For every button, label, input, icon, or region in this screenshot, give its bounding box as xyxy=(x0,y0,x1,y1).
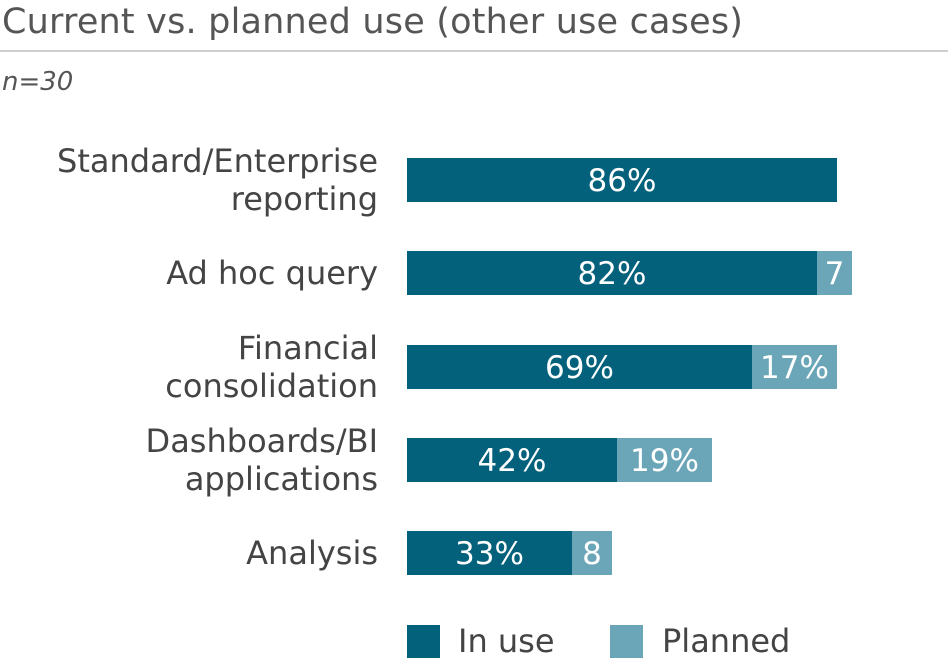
chart-title: Current vs. planned use (other use cases… xyxy=(2,2,744,42)
category-label-analysis: Analysis xyxy=(246,534,378,572)
category-label-line: Financial xyxy=(238,329,378,367)
category-label-dashboards-bi-applications: Dashboards/BI applications xyxy=(146,422,378,498)
legend: In use Planned xyxy=(407,622,790,660)
category-label-line: Analysis xyxy=(246,534,378,572)
bar-in-use-analysis xyxy=(407,531,572,575)
bar-planned-analysis xyxy=(572,531,612,575)
category-label-line: Dashboards/BI xyxy=(146,422,378,460)
bar-planned-financial-consolidation xyxy=(752,345,837,389)
category-label-line: consolidation xyxy=(165,367,378,405)
bar-label-in-use-analysis: 33% xyxy=(455,536,524,572)
bar-in-use-financial-consolidation xyxy=(407,345,752,389)
bar-planned-ad-hoc-query xyxy=(817,251,852,295)
category-label-standard-enterprise-reporting: Standard/Enterprise reporting xyxy=(57,142,378,218)
category-label-ad-hoc-query: Ad hoc query xyxy=(166,254,378,292)
category-label-line: Ad hoc query xyxy=(166,254,378,292)
legend-label-in-use: In use xyxy=(458,622,555,660)
bar-in-use-standard-enterprise-reporting xyxy=(407,158,837,202)
legend-label-planned: Planned xyxy=(662,622,790,660)
title-divider xyxy=(0,50,948,52)
category-label-line: reporting xyxy=(231,180,378,218)
bar-label-planned-ad-hoc-query: 7 xyxy=(825,256,845,292)
bar-label-in-use-ad-hoc-query: 82% xyxy=(578,256,647,292)
bar-label-planned-analysis: 8 xyxy=(582,536,602,572)
bar-label-planned-financial-consolidation: 17% xyxy=(760,350,829,386)
legend-swatch-in-use xyxy=(407,625,440,658)
bar-in-use-ad-hoc-query xyxy=(407,251,817,295)
bar-in-use-dashboards-bi-applications xyxy=(407,438,617,482)
bar-label-planned-dashboards-bi-applications: 19% xyxy=(630,443,699,479)
bar-label-in-use-financial-consolidation: 69% xyxy=(545,350,614,386)
category-label-line: applications xyxy=(185,460,378,498)
sample-size: n=30 xyxy=(2,67,74,97)
category-labels-layer: Standard/Enterprise reporting Ad hoc query… xyxy=(57,142,378,572)
category-label-financial-consolidation: Financial consolidation xyxy=(165,329,378,405)
bars-layer: 86% 82% 7 69% 17% 42% 19% 33% 8 xyxy=(407,158,852,575)
bar-label-in-use-standard-enterprise-reporting: 86% xyxy=(588,163,657,199)
legend-swatch-planned xyxy=(610,625,643,658)
bar-label-in-use-dashboards-bi-applications: 42% xyxy=(478,443,547,479)
bar-planned-dashboards-bi-applications xyxy=(617,438,712,482)
category-label-line: Standard/Enterprise xyxy=(57,142,378,180)
